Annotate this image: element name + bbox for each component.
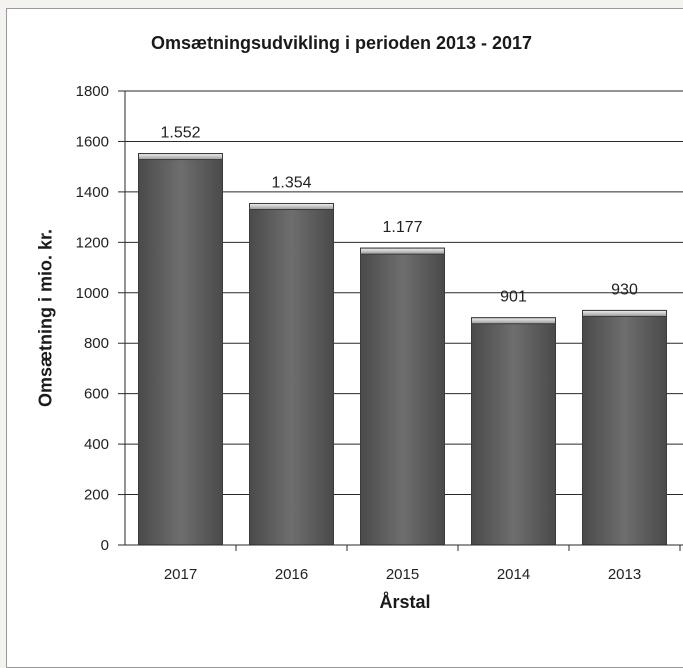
bar-cap-2017 [138,153,223,161]
y-tick-label: 0 [101,537,109,554]
x-tick-label: 2017 [164,566,197,583]
chart-title: Omsætningsudvikling i perioden 2013 - 20… [150,33,533,53]
bar-2014 [471,317,556,546]
y-tick-label: 1600 [76,133,109,150]
chart-frame [6,8,683,668]
data-label: 930 [611,281,638,298]
data-label: 1.354 [271,174,311,191]
x-tick-label: 2014 [497,566,530,583]
bar-cap-2015 [360,247,445,255]
y-tick-label: 1400 [76,184,109,201]
y-tick-label: 200 [84,487,109,504]
bars [138,153,667,546]
bar-cap-2014 [471,317,556,325]
bar-cap-2013 [582,309,667,317]
labels: 0 200 400 600 800 1000 1200 1400 1600 1800 2017 1.5… [76,83,642,583]
x-tick-label: 2016 [275,566,308,583]
y-tick-label: 1000 [76,285,109,302]
x-tick-label: 2015 [386,566,419,583]
y-tick-label: 600 [84,386,109,403]
data-label: 901 [500,289,527,306]
y-tick-label: 400 [84,436,109,453]
bar-2016 [249,202,334,546]
x-tick-label: 2013 [608,566,641,583]
data-label: 1.177 [382,219,422,236]
y-tick-label: 1200 [76,234,109,251]
bar-2015 [360,247,445,546]
axes [118,90,683,551]
bar-2017 [138,153,223,546]
bar-2013 [582,309,667,546]
data-label: 1.552 [160,125,200,142]
x-axis-label: Årstal [379,592,431,612]
bar-cap-2016 [249,202,334,210]
y-tick-label: 1800 [76,83,109,100]
y-tick-label: 800 [84,335,109,352]
